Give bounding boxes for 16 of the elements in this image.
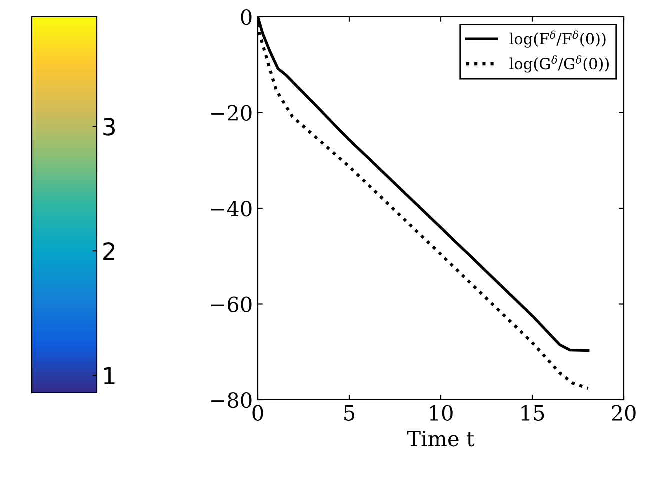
- x-axis-title: Time t: [407, 431, 475, 447]
- y-tick-label: 0: [241, 9, 252, 26]
- y-tick-label: −60: [211, 296, 252, 312]
- legend-label: log(F$^{δ}$/F$^{δ}$(0)): [510, 30, 606, 48]
- x-tick-label: 0: [252, 405, 264, 421]
- color-bar-label: 3: [104, 118, 115, 136]
- x-tick-label: 15: [522, 405, 544, 421]
- x-tick-label: 5: [344, 406, 355, 421]
- color-bar-label: 1: [104, 367, 115, 385]
- y-tick-label: −20: [211, 105, 252, 121]
- legend-label: log(G$^{δ}$/G$^{δ}$(0)): [510, 56, 609, 73]
- y-tick-label: −80: [211, 392, 252, 408]
- x-tick-label: 20: [612, 405, 636, 421]
- y-tick-label: −40: [211, 200, 252, 217]
- color-bar-label: 2: [104, 242, 115, 260]
- x-tick-label: 10: [430, 405, 453, 421]
